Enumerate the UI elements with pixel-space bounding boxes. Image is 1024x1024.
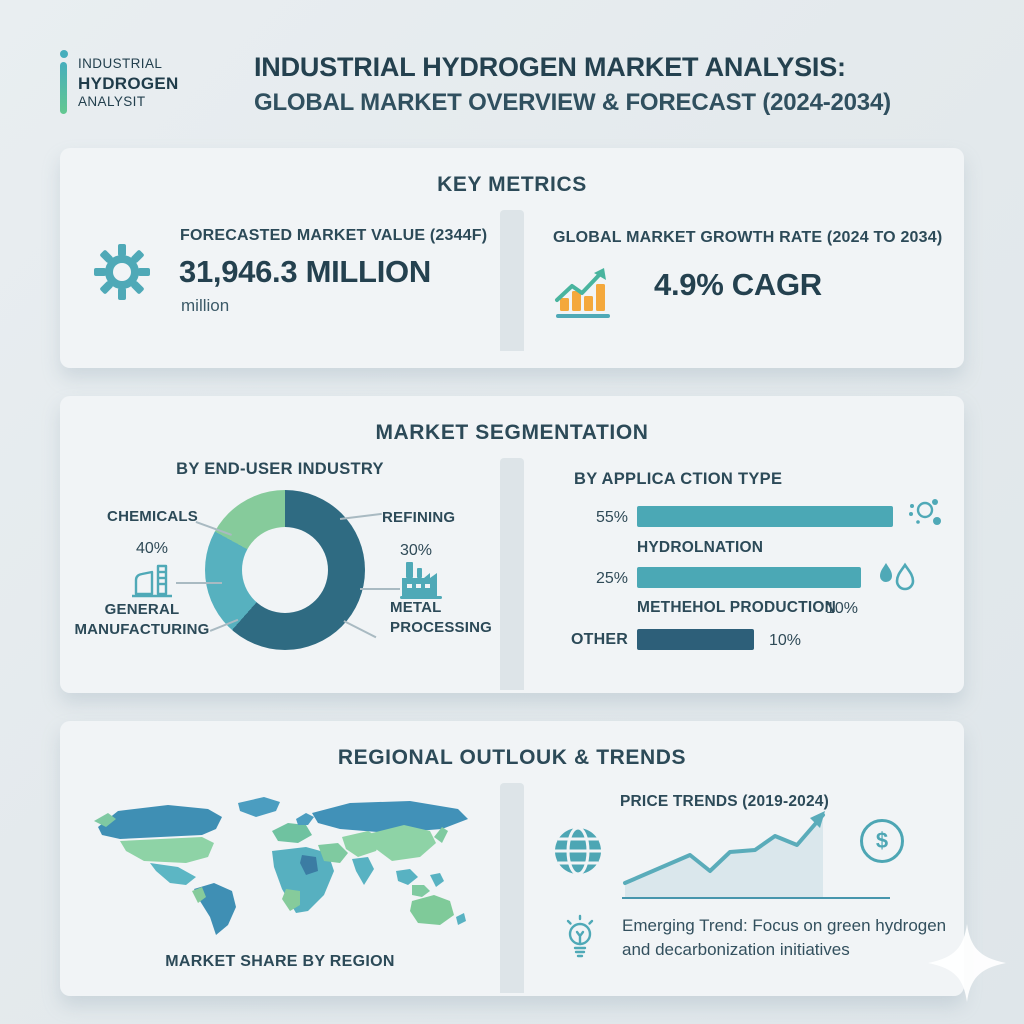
price-trend-area	[625, 815, 823, 897]
logo-mark-icon	[60, 50, 68, 114]
price-trend-chart	[623, 811, 825, 897]
bar-category-label: OTHER	[571, 631, 628, 648]
map-caption: MARKET SHARE BY REGION	[165, 953, 395, 970]
growth-rate-label: GLOBAL MARKET GROWTH RATE (2024 TO 2034)	[553, 229, 943, 246]
application-bar	[637, 506, 893, 527]
regional-title: REGIONAL OUTLOUK & TRENDS	[337, 746, 687, 769]
growth-rate-card: GLOBAL MARKET GROWTH RATE (2024 TO 2034)…	[524, 210, 964, 351]
bar-category-label: HYDROLNATION	[637, 539, 764, 556]
donut-pct-refining: 30%	[400, 542, 433, 559]
region-map-card: MARKET SHARE BY REGION	[60, 783, 500, 993]
price-trends-card: PRICE TRENDS (2019-2024)	[524, 783, 964, 993]
leader-line	[339, 512, 382, 520]
section-divider	[500, 783, 524, 993]
sparkle-icon	[928, 924, 1006, 1002]
end-user-chart-card: BY END-USER INDUSTRY CHEMICALS 40%	[60, 458, 500, 690]
donut-hole	[242, 527, 328, 613]
end-user-subtitle: BY END-USER INDUSTRY	[176, 460, 384, 478]
donut-pct-chemicals: 40%	[135, 540, 169, 557]
chart-baseline	[622, 897, 890, 899]
application-subtitle: BY APPLICA CTION TYPE	[574, 470, 783, 488]
key-metrics-section: KEY METRICS	[60, 148, 964, 368]
donut-label-chemicals: CHEMICALS	[107, 508, 198, 525]
growth-chart-icon	[555, 268, 610, 318]
water-drops-icon	[880, 562, 915, 591]
gear-icon	[94, 244, 150, 300]
logo-text: INDUSTRIAL HYDROGEN ANALYSIT	[78, 50, 179, 111]
bar-value-label: 55%	[595, 509, 628, 526]
globe-icon	[555, 826, 601, 876]
app-header: INDUSTRIAL HYDROGEN ANALYSIT INDUSTRIAL …	[60, 46, 964, 122]
factory-solid-icon	[400, 562, 442, 599]
segmentation-section: MARKET SEGMENTATION BY END-USER INDUSTRY…	[60, 396, 964, 693]
price-trends-title: PRICE TRENDS (2019-2024)	[620, 793, 829, 810]
donut-label-metal: METAL PROCESSING	[390, 599, 493, 637]
leader-line	[360, 588, 400, 590]
donut-label-general: GENERAL MANUFACTURING	[74, 601, 210, 639]
bar-value-label: 10%	[769, 632, 802, 649]
factory-outline-icon	[132, 564, 172, 598]
section-divider	[500, 210, 524, 351]
page-title: INDUSTRIAL HYDROGEN MARKET ANALYSIS:	[254, 52, 846, 82]
application-bar	[637, 567, 861, 588]
page-subtitle: GLOBAL MARKET OVERVIEW & FORECAST (2024-…	[254, 89, 891, 116]
logo-word-2: HYDROGEN	[78, 73, 179, 93]
lightbulb-icon	[566, 914, 594, 958]
logo-word-1: INDUSTRIAL	[78, 56, 163, 71]
donut-label-refining: REFINING	[382, 509, 456, 526]
bar-value-label: 25%	[595, 570, 628, 587]
section-divider	[500, 458, 524, 690]
bar-category-label: METHEHOL PRODUCTION	[637, 599, 836, 616]
end-user-donut	[205, 490, 365, 650]
price-trend-line	[623, 813, 825, 885]
leader-line	[343, 620, 377, 638]
application-chart-card: BY APPLICA CTION TYPE 55% HYDROLNA	[524, 458, 964, 690]
logo: INDUSTRIAL HYDROGEN ANALYSIT	[60, 46, 210, 114]
bar-extra-pct: 10%	[826, 600, 859, 617]
growth-rate-value: 4.9% CAGR	[654, 267, 822, 302]
market-value-card: FORECASTED MARKET VALUE (2344F) 31,946.3…	[60, 210, 500, 351]
page-title-block: INDUSTRIAL HYDROGEN MARKET ANALYSIS: GLO…	[210, 46, 891, 117]
logo-word-3: ANALYSIT	[78, 94, 146, 110]
key-metrics-title: KEY METRICS	[437, 173, 587, 196]
logo-bar-icon	[60, 62, 67, 114]
trend-arrow-icon	[810, 811, 825, 828]
emerging-trend-text: Emerging Trend: Focus on green hydrogen …	[622, 916, 947, 959]
molecule-icon	[909, 499, 941, 525]
segmentation-title: MARKET SEGMENTATION	[375, 421, 649, 444]
leader-line	[176, 582, 222, 584]
logo-dot-icon	[60, 50, 68, 58]
market-value-unit: million	[181, 296, 230, 315]
world-map	[94, 797, 468, 935]
market-value-label: FORECASTED MARKET VALUE (2344F)	[180, 227, 488, 244]
dollar-icon: $	[860, 819, 904, 863]
market-value: 31,946.3 MILLION	[179, 254, 431, 289]
regional-section: REGIONAL OUTLOUK & TRENDS	[60, 721, 964, 996]
application-bar	[637, 629, 754, 650]
